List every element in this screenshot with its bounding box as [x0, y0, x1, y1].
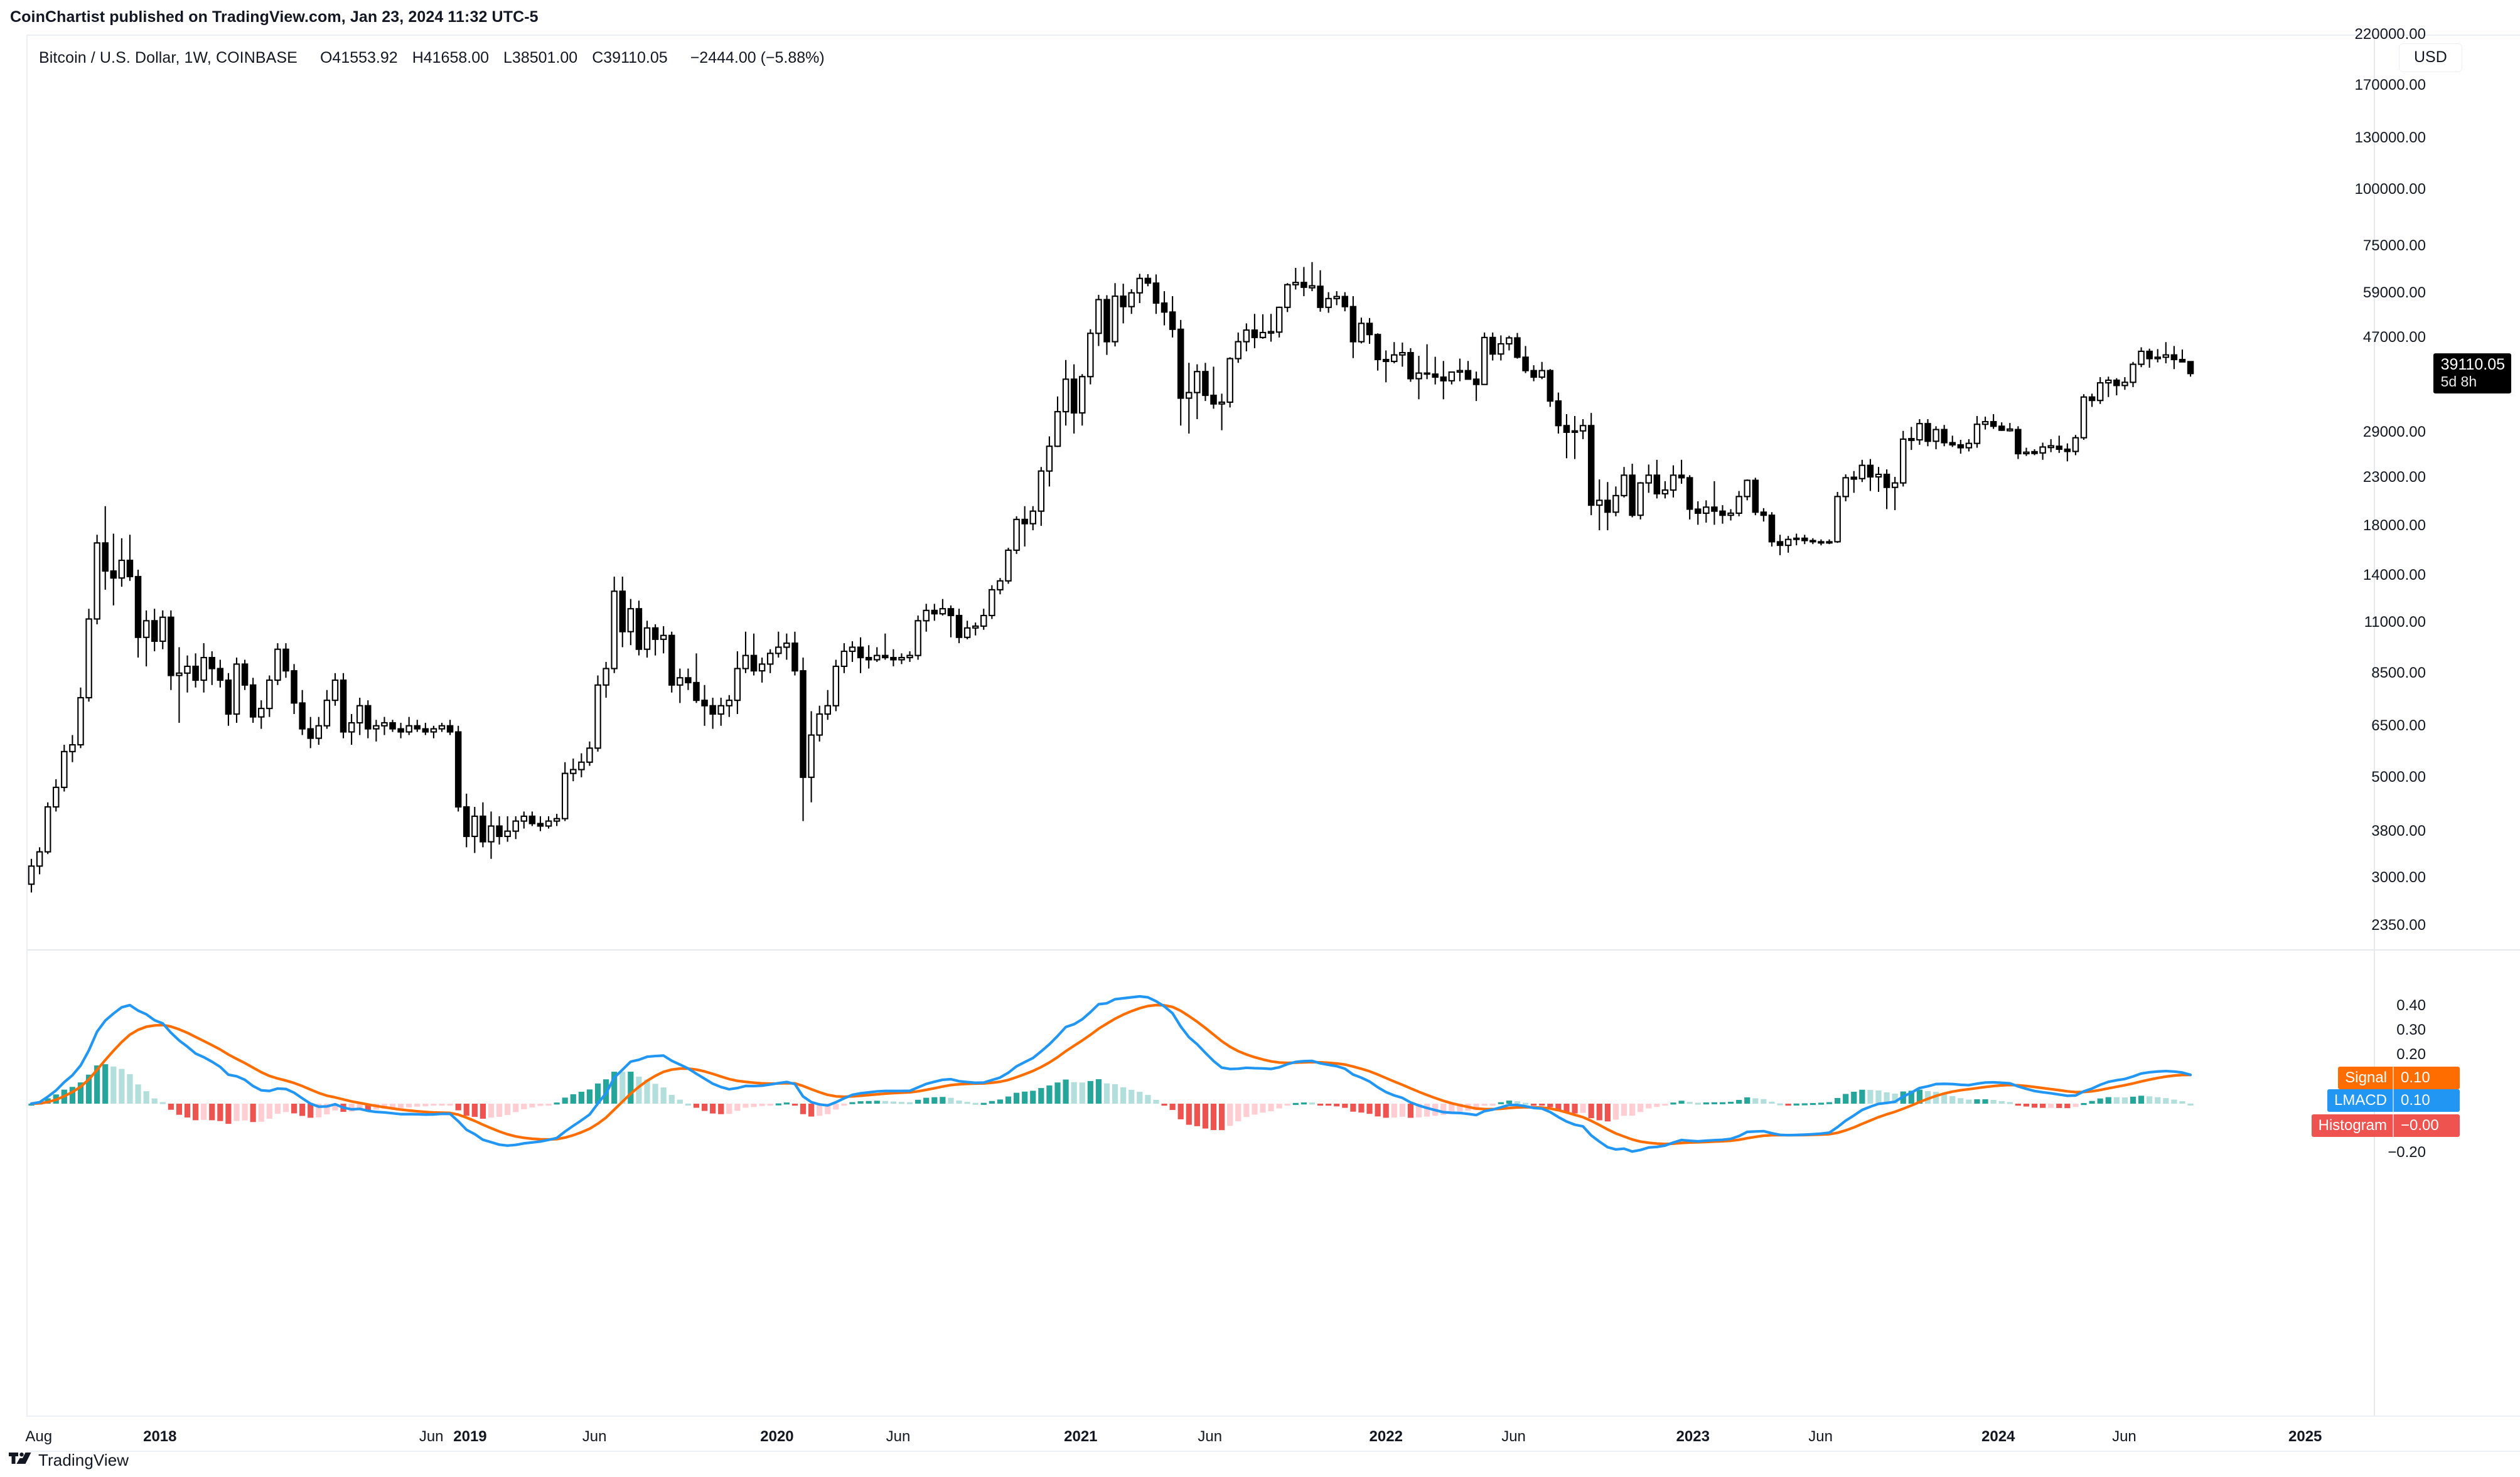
macd-tick-label: −0.20 [2388, 1144, 2426, 1161]
tradingview-logo-icon [9, 1452, 31, 1464]
time-tick-label: 2020 [760, 1428, 794, 1445]
macd-tick-label: 0.20 [2396, 1046, 2426, 1063]
price-tick-label: 59000.00 [2362, 284, 2426, 301]
price-tick-label: 2350.00 [2371, 917, 2426, 934]
time-tick-label: 2025 [2288, 1428, 2322, 1445]
time-tick-label: Aug [25, 1428, 53, 1445]
time-tick-label: Jun [582, 1428, 607, 1445]
pane-separator [28, 949, 2520, 951]
price-scale[interactable]: USD 220000.00 170000.00 130000.00 100000.00… [2311, 26, 2520, 1416]
price-tick-label: 6500.00 [2371, 717, 2426, 734]
time-tick-label: 2019 [453, 1428, 487, 1445]
current-price-tag: 39110.05 5d 8h [2433, 353, 2511, 394]
badge-divider [2393, 1067, 2394, 1090]
tradingview-brand: TradingView [9, 1451, 129, 1470]
macd-tick-label: 0.30 [2396, 1021, 2426, 1038]
indicator-name: Signal [2345, 1069, 2387, 1087]
currency-pill[interactable]: USD [2399, 43, 2462, 72]
badge-divider [2393, 1114, 2394, 1137]
indicator-value: −0.00 [2401, 1117, 2439, 1134]
price-tick-label: 5000.00 [2371, 768, 2426, 786]
price-tick-label: 14000.00 [2362, 566, 2426, 584]
time-tick-label: 2022 [1369, 1428, 1403, 1445]
time-tick-label: Jun [1501, 1428, 1526, 1445]
legend-high: H41658.00 [412, 49, 490, 67]
indicator-badge-lmacd[interactable]: LMACD 0.10 [2327, 1089, 2460, 1112]
time-scale[interactable]: Aug 2018 Jun 2019 Jun 2020 Jun 2021 Jun 2022 Jun 20… [25, 1416, 2520, 1452]
legend-open: O41553.92 [319, 49, 398, 67]
legend-change: −2444.00 (−5.88%) [690, 49, 825, 67]
price-tick-label: 100000.00 [2354, 180, 2426, 198]
chart-frame [26, 35, 2520, 1416]
price-tick-label: 220000.00 [2354, 26, 2426, 43]
badge-divider [2393, 1089, 2394, 1112]
indicator-value: 0.10 [2401, 1092, 2430, 1109]
price-tick-label: 23000.00 [2362, 469, 2426, 486]
publisher-byline: CoinChartist published on TradingView.co… [10, 8, 539, 26]
macd-tick-label: 0.40 [2396, 997, 2426, 1014]
price-tick-label: 29000.00 [2362, 423, 2426, 440]
time-tick-label: 2021 [1064, 1428, 1098, 1445]
legend-low: L38501.00 [503, 49, 578, 67]
indicator-badge-histogram[interactable]: Histogram −0.00 [2311, 1114, 2460, 1137]
time-tick-label: 2023 [1676, 1428, 1710, 1445]
price-tick-label: 75000.00 [2362, 237, 2426, 254]
candlestick-canvas [28, 262, 2194, 893]
price-tick-label: 18000.00 [2362, 517, 2426, 535]
price-tick-label: 170000.00 [2354, 76, 2426, 93]
bar-countdown: 5d 8h [2440, 373, 2477, 390]
time-tick-label: 2024 [1981, 1428, 2015, 1445]
price-tick-label: 130000.00 [2354, 129, 2426, 146]
time-tick-label: Jun [1808, 1428, 1833, 1445]
price-tick-label: 3800.00 [2371, 822, 2426, 840]
indicator-name: LMACD [2334, 1092, 2387, 1109]
legend-symbol[interactable]: Bitcoin / U.S. Dollar, 1W, COINBASE [39, 49, 298, 67]
macd-canvas [28, 994, 2194, 1153]
macd-pane[interactable] [28, 951, 2374, 1416]
price-tick-label: 8500.00 [2371, 664, 2426, 681]
price-pane[interactable] [28, 36, 2374, 949]
time-tick-label: 2018 [143, 1428, 177, 1445]
chart-legend[interactable]: Bitcoin / U.S. Dollar, 1W, COINBASE O4155… [39, 49, 825, 67]
indicator-badge-signal[interactable]: Signal 0.10 [2338, 1067, 2460, 1090]
current-price-value: 39110.05 [2440, 356, 2505, 374]
legend-close: C39110.05 [592, 49, 668, 67]
price-tick-label: 11000.00 [2364, 614, 2426, 631]
indicator-name: Histogram [2318, 1117, 2387, 1134]
time-tick-label: Jun [1198, 1428, 1223, 1445]
time-tick-label: Jun [419, 1428, 444, 1445]
price-tick-label: 3000.00 [2371, 868, 2426, 886]
indicator-value: 0.10 [2401, 1069, 2430, 1087]
time-tick-label: Jun [886, 1428, 911, 1445]
tradingview-wordmark: TradingView [38, 1451, 129, 1469]
price-tick-label: 47000.00 [2362, 328, 2426, 346]
time-tick-label: Jun [2112, 1428, 2137, 1445]
